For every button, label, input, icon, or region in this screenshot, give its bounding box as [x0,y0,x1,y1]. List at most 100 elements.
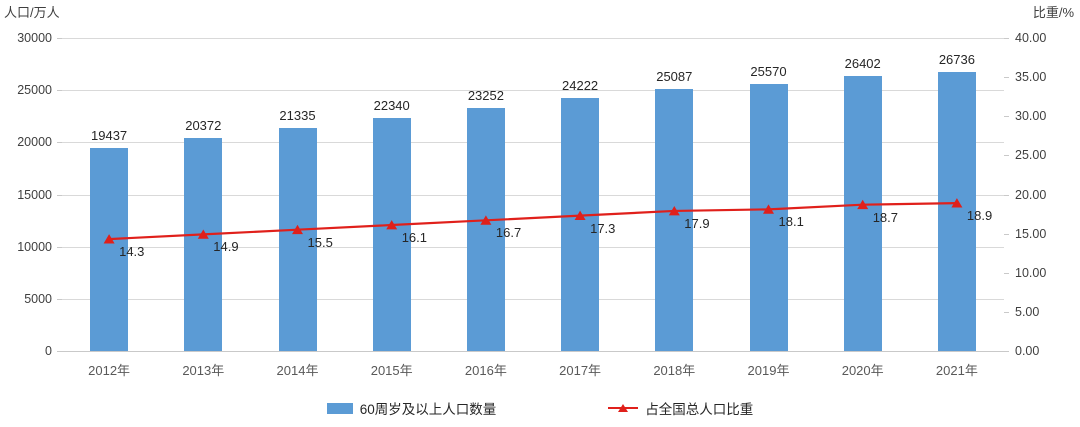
y-axis-right-tick-mark [1004,233,1009,235]
legend-item[interactable]: 占全国总人口比重 [608,398,753,418]
y-axis-left-tick-mark [57,38,62,39]
line-marker[interactable] [574,210,586,221]
x-axis-label: 2020年 [841,363,884,378]
y-axis-right-tick-mark [1004,38,1009,39]
y-axis-left-tick-label: 5000 [24,291,52,306]
y-axis-left-title: 人口/万人 [4,5,60,20]
bar[interactable] [466,108,505,351]
y-axis-left-tick-label: 30000 [17,31,52,45]
y-axis-right-tick-label: 40.00 [1015,31,1047,45]
x-axis-label: 2015年 [370,363,413,378]
bar-data-label: 20372 [185,118,222,134]
line-marker[interactable] [292,224,303,235]
line-marker[interactable] [480,215,492,225]
bar[interactable] [843,75,882,351]
bar[interactable] [372,117,411,351]
gridline [62,142,1004,144]
bar-data-label: 21335 [279,108,316,124]
bar[interactable] [561,98,600,351]
bar-data-label: 24222 [562,78,599,94]
y-axis-right-tick-mark [1004,155,1009,157]
y-axis-left-tick-mark [57,351,62,352]
line-marker[interactable] [668,205,680,216]
gridline [62,351,1004,352]
legend-label: 60周岁及以上人口数量 [359,402,497,417]
x-axis-label: 2018年 [653,363,696,378]
x-axis-label: 2016年 [464,363,507,378]
x-axis-label: 2012年 [88,363,131,378]
bar[interactable] [937,72,976,351]
y-axis-right-tick-label: 35.00 [1015,70,1047,85]
bar[interactable] [90,148,129,351]
y-axis-right-tick-mark [1004,194,1009,196]
chart-legend: 60周岁及以上人口数量 占全国总人口比重 [0,398,1080,418]
line-marker[interactable] [103,234,115,244]
y-axis-left-tick-label: 15000 [17,187,52,202]
line-data-label: 14.9 [213,239,239,255]
legend-bar-swatch-icon [326,402,353,414]
y-axis-right-tick-label: 25.00 [1015,148,1047,163]
bar[interactable] [749,84,788,351]
bar-data-label: 26736 [938,52,975,68]
gridline [62,298,1004,300]
bar-data-label: 22340 [373,97,410,113]
y-axis-right-title: 比重/% [1032,5,1074,20]
y-axis-right-tick-mark [1004,351,1009,352]
line-data-label: 15.5 [307,234,333,250]
line-marker[interactable] [857,199,869,210]
gridline [62,90,1004,92]
line-marker[interactable] [763,204,774,214]
bar[interactable] [655,89,694,351]
legend-item[interactable]: 60周岁及以上人口数量 [326,398,497,418]
bar-data-label: 25087 [656,69,693,85]
bar[interactable] [278,128,317,351]
y-axis-left-tick-mark [57,246,62,248]
y-axis-left-tick-label: 10000 [17,239,52,254]
y-axis-left-tick-mark [57,298,62,300]
y-axis-left-tick-label: 20000 [17,135,52,150]
y-axis-right-tick-label: 0.00 [1015,344,1040,358]
y-axis-left-tick-label: 25000 [17,83,52,98]
line-marker[interactable] [197,229,209,239]
y-axis-left-tick-mark [57,142,62,144]
line-data-label: 18.9 [966,208,993,224]
bar[interactable] [184,138,223,351]
y-axis-right-tick-label: 15.00 [1015,226,1047,241]
gridline [62,38,1004,39]
y-axis-right-tick-mark [1004,311,1009,313]
line-data-label: 16.7 [495,225,522,241]
line-data-label: 17.9 [684,215,710,231]
line-data-label: 18.7 [872,209,898,225]
line-path [109,202,957,241]
x-axis-label: 2014年 [276,363,319,378]
line-marker[interactable] [951,198,963,208]
plot-area: 0 5000 10000 15000 20000 25000 30000 0.00 5.00 1… [17,32,1046,357]
y-axis-right-tick-mark [1004,116,1009,118]
bar-data-label: 25570 [750,64,787,80]
line-data-label: 14.3 [119,244,145,260]
legend-triangle-marker-icon [618,404,629,412]
y-axis-right-tick-label: 10.00 [1015,265,1047,280]
gridline [62,194,1004,196]
x-axis-label: 2013年 [182,363,225,378]
line-data-label: 16.1 [401,230,427,246]
x-axis-label: 2021年 [935,363,978,378]
bar-data-label: 23252 [467,88,504,104]
line-marker[interactable] [386,220,398,230]
x-axis-label: 2019年 [747,363,790,378]
line-series [103,198,963,244]
legend-line-swatch-icon [608,402,639,414]
y-axis-right-tick-mark [1004,77,1009,79]
y-axis-right-tick-mark [1004,272,1009,274]
x-axis-label: 2017年 [559,363,602,378]
y-axis-left-tick-label: 0 [45,344,52,358]
y-axis-right-tick-label: 30.00 [1015,109,1047,124]
gridline [62,246,1004,248]
y-axis-left-tick-mark [57,194,62,196]
y-axis-left-tick-mark [57,90,62,92]
bar-data-label: 19437 [91,128,128,144]
legend-label: 占全国总人口比重 [645,402,754,417]
line-data-label: 18.1 [778,214,804,230]
line-data-label: 17.3 [590,220,616,236]
